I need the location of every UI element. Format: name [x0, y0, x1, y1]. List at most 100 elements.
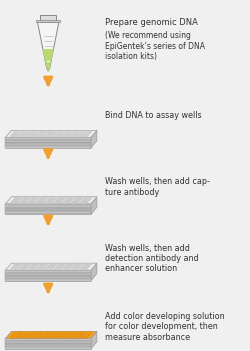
FancyBboxPatch shape — [32, 333, 38, 334]
FancyBboxPatch shape — [24, 131, 30, 132]
FancyBboxPatch shape — [29, 201, 35, 203]
FancyBboxPatch shape — [72, 336, 79, 337]
FancyBboxPatch shape — [74, 333, 81, 335]
FancyBboxPatch shape — [48, 265, 55, 267]
FancyBboxPatch shape — [23, 264, 30, 266]
Polygon shape — [6, 210, 91, 211]
FancyBboxPatch shape — [75, 333, 82, 334]
FancyBboxPatch shape — [85, 332, 92, 333]
FancyBboxPatch shape — [36, 136, 43, 137]
FancyBboxPatch shape — [20, 267, 27, 269]
FancyBboxPatch shape — [72, 201, 79, 203]
FancyBboxPatch shape — [30, 266, 36, 268]
Polygon shape — [6, 263, 97, 270]
FancyBboxPatch shape — [54, 202, 61, 204]
FancyBboxPatch shape — [74, 133, 81, 134]
FancyBboxPatch shape — [66, 199, 72, 200]
FancyBboxPatch shape — [23, 333, 30, 334]
FancyBboxPatch shape — [13, 199, 20, 200]
FancyBboxPatch shape — [54, 136, 61, 137]
FancyBboxPatch shape — [28, 337, 34, 338]
Polygon shape — [6, 139, 91, 140]
Text: (We recommend using
EpiGentek’s series of DNA
isolation kits): (We recommend using EpiGentek’s series o… — [105, 31, 205, 61]
FancyBboxPatch shape — [80, 202, 87, 204]
FancyBboxPatch shape — [11, 135, 18, 136]
FancyBboxPatch shape — [72, 267, 79, 269]
FancyBboxPatch shape — [21, 266, 28, 268]
Polygon shape — [6, 208, 91, 210]
Polygon shape — [38, 22, 59, 71]
Polygon shape — [6, 278, 91, 279]
FancyBboxPatch shape — [64, 335, 71, 336]
FancyBboxPatch shape — [28, 269, 34, 270]
FancyBboxPatch shape — [63, 269, 70, 270]
FancyBboxPatch shape — [14, 132, 21, 133]
FancyBboxPatch shape — [80, 337, 87, 338]
Text: Add color developing solution
for color development, then
measure absorbance: Add color developing solution for color … — [105, 312, 225, 342]
FancyBboxPatch shape — [56, 134, 63, 135]
FancyBboxPatch shape — [40, 333, 47, 334]
FancyBboxPatch shape — [38, 267, 44, 269]
FancyBboxPatch shape — [14, 198, 21, 199]
Text: Wash wells, then add cap-
ture antibody: Wash wells, then add cap- ture antibody — [105, 177, 210, 197]
FancyBboxPatch shape — [50, 131, 57, 132]
FancyBboxPatch shape — [82, 266, 89, 268]
FancyBboxPatch shape — [81, 201, 88, 203]
FancyBboxPatch shape — [32, 198, 38, 199]
FancyBboxPatch shape — [36, 202, 43, 204]
FancyBboxPatch shape — [40, 132, 47, 133]
FancyBboxPatch shape — [30, 133, 37, 134]
FancyBboxPatch shape — [36, 269, 43, 270]
FancyBboxPatch shape — [76, 332, 83, 333]
FancyBboxPatch shape — [74, 199, 81, 200]
FancyBboxPatch shape — [21, 200, 28, 201]
FancyBboxPatch shape — [29, 267, 35, 269]
Polygon shape — [6, 143, 91, 145]
FancyBboxPatch shape — [55, 201, 62, 203]
Polygon shape — [6, 279, 91, 281]
FancyBboxPatch shape — [23, 132, 30, 133]
FancyBboxPatch shape — [11, 267, 18, 269]
FancyBboxPatch shape — [15, 131, 22, 132]
FancyBboxPatch shape — [40, 198, 47, 199]
FancyBboxPatch shape — [84, 198, 91, 199]
FancyBboxPatch shape — [76, 197, 83, 198]
FancyBboxPatch shape — [68, 263, 74, 265]
Polygon shape — [6, 146, 91, 148]
FancyBboxPatch shape — [38, 135, 44, 136]
FancyBboxPatch shape — [66, 198, 73, 199]
FancyBboxPatch shape — [63, 337, 70, 338]
FancyBboxPatch shape — [74, 265, 81, 267]
FancyBboxPatch shape — [56, 200, 63, 201]
FancyBboxPatch shape — [64, 135, 70, 136]
FancyBboxPatch shape — [64, 201, 70, 203]
FancyBboxPatch shape — [41, 197, 48, 198]
FancyBboxPatch shape — [57, 133, 64, 134]
FancyBboxPatch shape — [48, 133, 55, 134]
FancyBboxPatch shape — [28, 136, 34, 137]
Text: Prepare genomic DNA: Prepare genomic DNA — [105, 18, 198, 27]
Polygon shape — [6, 270, 91, 272]
FancyBboxPatch shape — [28, 202, 34, 204]
FancyBboxPatch shape — [63, 136, 70, 137]
FancyBboxPatch shape — [12, 335, 19, 336]
FancyBboxPatch shape — [30, 265, 37, 267]
FancyBboxPatch shape — [32, 263, 39, 265]
FancyBboxPatch shape — [12, 266, 19, 268]
FancyBboxPatch shape — [58, 132, 64, 133]
FancyBboxPatch shape — [36, 20, 60, 22]
Polygon shape — [6, 137, 91, 139]
FancyBboxPatch shape — [10, 136, 17, 137]
FancyBboxPatch shape — [29, 135, 35, 136]
Polygon shape — [6, 142, 91, 143]
FancyBboxPatch shape — [13, 133, 20, 134]
FancyBboxPatch shape — [45, 337, 52, 338]
FancyBboxPatch shape — [22, 333, 29, 335]
FancyBboxPatch shape — [15, 197, 22, 198]
FancyBboxPatch shape — [82, 335, 89, 336]
FancyBboxPatch shape — [64, 200, 71, 201]
FancyBboxPatch shape — [49, 198, 56, 199]
FancyBboxPatch shape — [55, 267, 62, 269]
Polygon shape — [91, 197, 97, 214]
Polygon shape — [6, 347, 91, 349]
